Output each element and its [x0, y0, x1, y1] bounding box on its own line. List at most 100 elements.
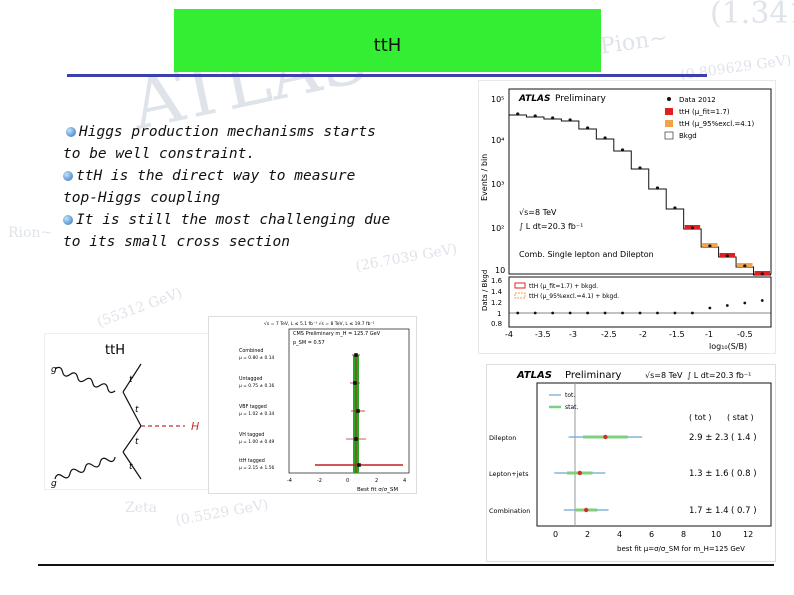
- mu-xlabel: best fit μ=σ/σ_SM for m_H=125 GeV: [617, 545, 745, 553]
- ratio-point: [621, 311, 624, 315]
- cms-value-label: μ = 0.80 ± 0.14: [239, 355, 274, 361]
- mu-row-label: Lepton+jets: [489, 470, 529, 478]
- cms-frame: [288, 328, 410, 474]
- data-point: [568, 118, 572, 122]
- ratio-legend-fit: ttH (μ_fit=1.7) + bkgd.: [529, 283, 598, 290]
- feynman-diagram: ttH g g t t t t H: [44, 333, 209, 490]
- mu-row-label: Dilepton: [489, 434, 516, 442]
- cms-point: [354, 353, 358, 357]
- ratio-point: [568, 311, 572, 315]
- cms-point: [356, 409, 360, 413]
- data-point: [551, 116, 555, 120]
- top-quark-out-line-2: [122, 451, 142, 480]
- xtick: -2: [639, 330, 647, 339]
- ratio-point: [656, 311, 659, 315]
- xtick: -1: [705, 330, 713, 339]
- cms-value-label: μ = 1.02 ± 0.34: [239, 411, 274, 417]
- mu-xtick: 12: [743, 530, 753, 539]
- xtick: -0.5: [737, 330, 753, 339]
- legend-stat: stat.: [565, 404, 579, 411]
- sphere-bullet-icon: [63, 171, 73, 181]
- mu-row-stat: ( 0.8 ): [731, 469, 757, 479]
- title-banner: ttH: [174, 9, 601, 72]
- gluon-bottom-label: g: [51, 479, 57, 489]
- ratio-point: [533, 311, 537, 315]
- xtick: -4: [505, 330, 513, 339]
- bullet-item: ttH is the direct way to measure top-Hig…: [63, 168, 356, 206]
- cms-value-label: μ = 1.00 ± 0.49: [239, 439, 274, 445]
- mu-row-stat: ( 1.4 ): [731, 433, 757, 443]
- ratio-point: [551, 311, 555, 315]
- top-quark-propagator-1: [122, 391, 142, 427]
- mu-row-stat: ( 0.7 ): [731, 506, 757, 516]
- mu-xtick: 0: [553, 530, 558, 539]
- ratio-point: [708, 306, 712, 310]
- slide-title: ttH: [373, 35, 402, 56]
- bullet-item: Higgs production mechanisms starts to be…: [63, 124, 376, 162]
- ytick: 10³: [491, 180, 504, 189]
- watermark-energy-3: (0.5529 GeV): [174, 496, 270, 530]
- cms-category-label: Combined: [239, 348, 263, 354]
- ratio-tick: 1.2: [491, 299, 502, 307]
- feynman-label: ttH: [105, 343, 125, 358]
- watermark-energy: (0.809629 GeV): [679, 52, 793, 84]
- data-point: [725, 254, 729, 258]
- mu-xtick: 2: [585, 530, 590, 539]
- xtick: -2.5: [601, 330, 617, 339]
- cms-category-label: VBF tagged: [239, 404, 267, 410]
- cms-point: [354, 437, 358, 441]
- ytick: 10: [495, 266, 505, 275]
- xtick: -3.5: [535, 330, 551, 339]
- bullet-item: It is still the most challenging due to …: [63, 212, 391, 250]
- hist-lumi: ∫ L dt=20.3 fb⁻¹: [519, 222, 583, 231]
- hist-status: Preliminary: [555, 94, 606, 104]
- mu-lumi: ∫ L dt=20.3 fb⁻¹: [687, 371, 751, 380]
- legend-bkgd: Bkgd: [679, 132, 697, 140]
- legend-tth-fit-swatch: [665, 108, 673, 115]
- cms-category-label: Untagged: [239, 376, 262, 382]
- mu-point: [584, 507, 589, 513]
- mu-xtick: 6: [649, 530, 654, 539]
- ratio-tick: 1.6: [491, 277, 503, 285]
- ratio-point: [516, 311, 520, 315]
- cms-subheader: CMS Preliminary m_H = 125.7 GeV: [293, 331, 381, 337]
- ratio-point: [638, 311, 642, 315]
- watermark-pion: Pion~: [598, 25, 670, 60]
- hist-energy: √s=8 TeV: [519, 208, 557, 217]
- legend-tth-fit: ttH (μ_fit=1.7): [679, 108, 730, 116]
- watermark-rion: Rion~: [8, 225, 53, 241]
- data-point: [760, 272, 764, 276]
- cms-point: [357, 463, 361, 467]
- ratio-frame: [508, 276, 772, 328]
- mu-row-value: 2.9 ± 2.3: [689, 433, 729, 443]
- mu-point: [603, 434, 608, 440]
- hist-ylabel: Events / bin: [480, 154, 489, 201]
- ratio-legend-excl-swatch: [514, 292, 526, 299]
- legend-tot: tot.: [565, 392, 575, 399]
- mu-frame: [536, 382, 772, 527]
- top-quark-propagator-2: [122, 425, 142, 453]
- title-underline: [67, 74, 707, 77]
- mu-atlas-label: ATLAS: [516, 370, 552, 381]
- cms-point: [353, 381, 357, 385]
- legend-tth-excl: ttH (μ_95%excl.=4.1): [679, 120, 754, 128]
- mu-col-tot: ( tot ): [689, 413, 712, 422]
- top-label-1: t: [129, 375, 133, 385]
- cms-mu-plot: √s = 7 TeV, L ≤ 5.1 fb⁻¹ √s = 8 TeV, L ≤…: [208, 316, 417, 494]
- xtick: -1.5: [669, 330, 685, 339]
- legend-data-marker: [667, 97, 671, 101]
- hist-frame: [508, 88, 772, 275]
- ytick: 10⁴: [491, 136, 504, 145]
- top-label-3: t: [135, 437, 139, 447]
- hist-atlas-label: ATLAS: [518, 94, 550, 104]
- data-point: [620, 148, 625, 152]
- cms-xtick: 0: [346, 478, 349, 484]
- hist-selection: Comb. Single lepton and Dilepton: [519, 250, 654, 259]
- bullet-list: Higgs production mechanisms starts to be…: [63, 121, 393, 253]
- data-point: [638, 166, 642, 170]
- mu-xtick: 10: [711, 530, 721, 539]
- cms-header: √s = 7 TeV, L ≤ 5.1 fb⁻¹ √s = 8 TeV, L ≤…: [264, 321, 375, 327]
- legend-bkgd-swatch: [664, 131, 674, 140]
- ratio-tick: 1.4: [491, 288, 503, 296]
- atlas-mu-plot: ATLAS Preliminary √s=8 TeV ∫ L dt=20.3 f…: [486, 364, 776, 562]
